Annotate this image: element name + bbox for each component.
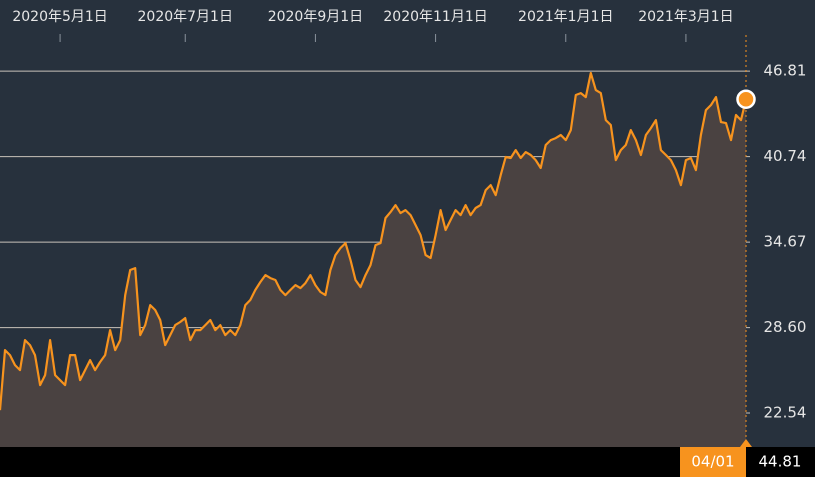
y-tick-label: 34.67 — [764, 233, 807, 251]
x-tick-label: 2020年5月1日 — [12, 9, 107, 25]
x-tick-label: 2021年3月1日 — [638, 9, 733, 25]
badge-pointer — [740, 439, 752, 447]
bottom-bar — [0, 447, 815, 477]
y-tick-label: 28.60 — [764, 318, 807, 336]
y-tick-label: 40.74 — [764, 147, 807, 165]
y-tick-label: 46.81 — [764, 62, 807, 80]
end-value-label: 44.81 — [759, 453, 802, 471]
area — [0, 73, 746, 447]
x-tick-label: 2020年11月1日 — [383, 9, 487, 25]
line — [0, 71, 748, 411]
y-tick-label: 22.54 — [764, 404, 807, 422]
end-date-label: 04/01 — [691, 453, 734, 471]
x-tick-label: 2020年9月1日 — [268, 9, 363, 25]
date-badge — [680, 447, 746, 477]
end-marker — [736, 89, 756, 110]
x-tick-label: 2021年1月1日 — [518, 9, 613, 25]
x-tick-label: 2020年7月1日 — [138, 9, 233, 25]
